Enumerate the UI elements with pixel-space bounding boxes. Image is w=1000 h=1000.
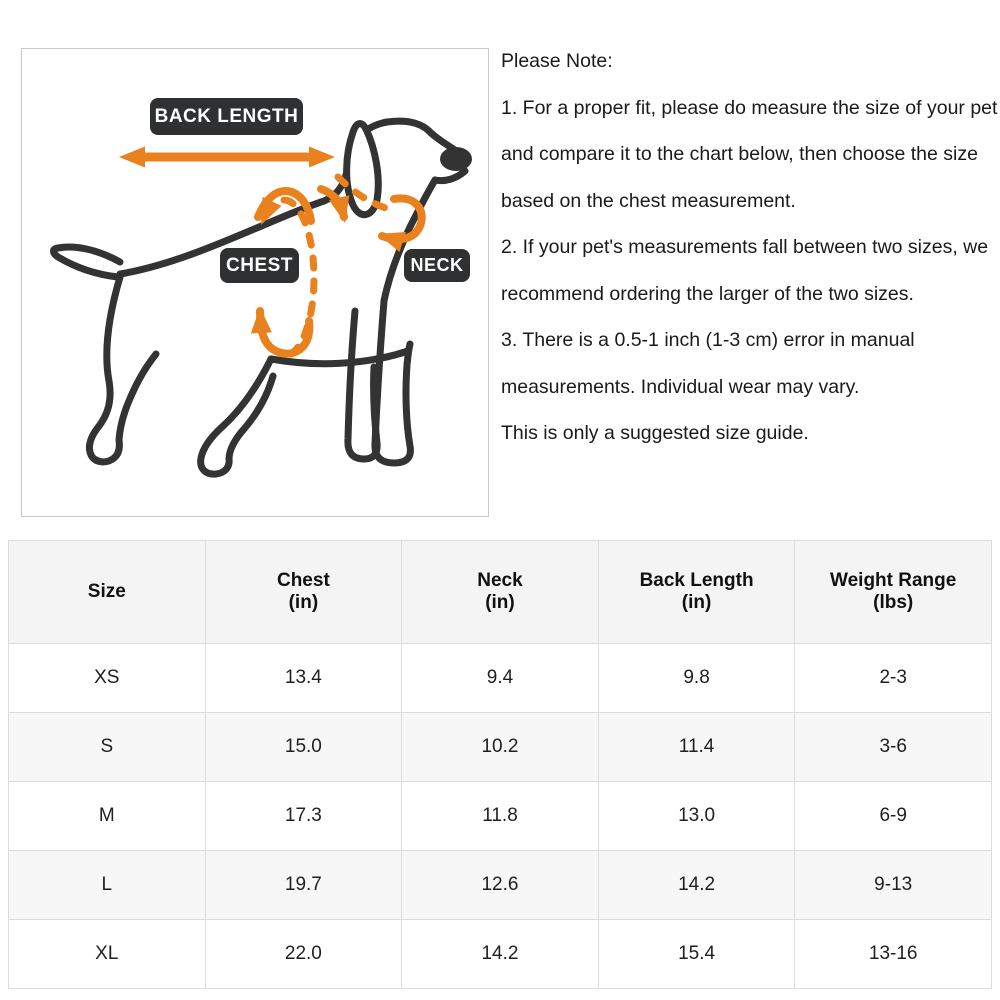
notes-list: 1. For a proper fit, please do measure t…: [501, 85, 1000, 457]
cell: 13-16: [794, 919, 992, 989]
cell: 13.4: [204, 643, 403, 713]
column-unit: (in): [288, 592, 319, 613]
cell: 15.4: [597, 919, 796, 989]
table-row-xs: XS 13.4 9.4 9.8 2-3: [8, 643, 992, 713]
column-header-weight-range: Weight Range (lbs): [794, 540, 992, 644]
table-header: Size Chest (in) Neck (in) Back Length (in) Weig…: [8, 540, 992, 644]
column-header-back-length: Back Length (in): [597, 540, 796, 644]
cell: 12.6: [401, 850, 599, 920]
dog-illustration: [50, 117, 472, 478]
cell: M: [8, 781, 206, 851]
cell: 9.8: [597, 643, 796, 713]
cell: 9.4: [401, 643, 599, 713]
cell: 11.4: [597, 712, 796, 782]
cell: S: [8, 712, 206, 782]
cell: 9-13: [794, 850, 992, 920]
column-header-neck: Neck (in): [401, 540, 599, 644]
note-item-4: This is only a suggested size guide.: [501, 422, 809, 444]
cell: 14.2: [597, 850, 796, 920]
table-row-l: L 19.7 12.6 14.2 9-13: [8, 850, 992, 920]
dog-tail: [50, 243, 124, 281]
cell: 2-3: [794, 643, 992, 713]
table-row-xl: XL 22.0 14.2 15.4 13-16: [8, 919, 992, 989]
note-item-1: 1. For a proper fit, please do measure t…: [501, 96, 998, 212]
dog-nose: [440, 147, 472, 171]
column-header-chest: Chest (in): [204, 540, 403, 644]
dog-measurement-diagram: BACK LENGTH CHEST NECK: [21, 48, 489, 517]
chest-measure-marks: [249, 187, 318, 360]
cell: 17.3: [204, 781, 403, 851]
back-length-arrow: [119, 146, 335, 168]
column-unit: (in): [681, 592, 712, 613]
neck-measure-marks: [317, 173, 426, 253]
cell: 11.8: [401, 781, 599, 851]
cell: 15.0: [204, 712, 403, 782]
table-row-m: M 17.3 11.8 13.0 6-9: [8, 781, 992, 851]
column-label: Size: [87, 581, 126, 602]
cell: L: [8, 850, 206, 920]
cell: 14.2: [401, 919, 599, 989]
column-label: Chest: [276, 570, 330, 591]
cell: 10.2: [401, 712, 599, 782]
notes-section: Please Note: 1. For a proper fit, please…: [501, 38, 1000, 457]
cell: 19.7: [204, 850, 403, 920]
size-chart-table: Size Chest (in) Neck (in) Back Length (in) Weig…: [8, 540, 992, 989]
notes-title: Please Note:: [501, 50, 613, 72]
cell: 3-6: [794, 712, 992, 782]
cell: XS: [8, 643, 206, 713]
column-unit: (lbs): [873, 592, 914, 613]
cell: 6-9: [794, 781, 992, 851]
table-header-row: Size Chest (in) Neck (in) Back Length (in) Weig…: [8, 540, 992, 644]
back-length-label: BACK LENGTH: [150, 98, 303, 135]
column-label: Weight Range: [830, 570, 957, 591]
note-item-2: 2. If your pet's measurements fall betwe…: [501, 236, 989, 305]
chest-label: CHEST: [220, 248, 299, 283]
neck-label: NECK: [404, 249, 470, 282]
cell: 13.0: [597, 781, 796, 851]
table-row-s: S 15.0 10.2 11.4 3-6: [8, 712, 992, 782]
cell: XL: [8, 919, 206, 989]
dog-outline: [50, 117, 472, 478]
cell: 22.0: [204, 919, 403, 989]
column-header-size: Size: [8, 540, 206, 644]
column-label: Neck: [477, 570, 523, 591]
column-unit: (in): [485, 592, 515, 613]
column-label: Back Length: [639, 570, 754, 591]
table-body: XS 13.4 9.4 9.8 2-3 S 15.0 10.2 11.4 3-6 M 17.3 11.8…: [8, 643, 992, 989]
note-item-3: 3. There is a 0.5-1 inch (1-3 cm) error …: [501, 329, 915, 398]
